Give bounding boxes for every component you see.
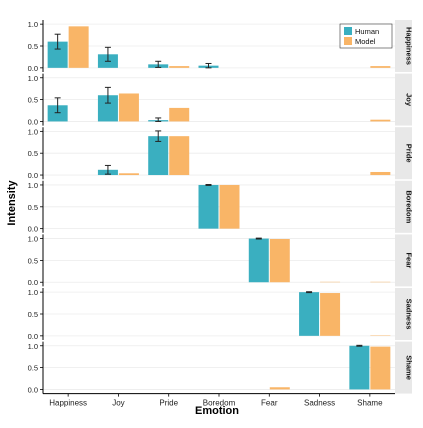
y-tick-label: 0.0 — [28, 278, 38, 287]
y-tick-label: 0.5 — [28, 310, 38, 319]
y-tick-label: 0.0 — [28, 332, 38, 341]
facet-label: Joy — [405, 93, 414, 107]
x-tick-label: Boredom — [203, 399, 236, 408]
facet-label: Fear — [405, 252, 414, 268]
bar-model — [370, 172, 390, 175]
y-tick-label: 1.0 — [28, 288, 38, 297]
facet-label: Shame — [405, 355, 414, 380]
y-tick-label: 0.0 — [28, 385, 38, 394]
y-tick-label: 0.0 — [28, 171, 38, 180]
x-tick-label: Joy — [112, 399, 124, 408]
bar-model — [370, 66, 390, 68]
bar-model — [270, 387, 290, 389]
facet-label: Pride — [405, 144, 414, 163]
bar-human — [148, 136, 168, 175]
bar-model — [119, 93, 139, 121]
y-tick-label: 0.5 — [28, 149, 38, 158]
legend-label-human: Human — [355, 27, 379, 36]
bar-model — [370, 347, 390, 390]
bar-model — [370, 120, 390, 122]
bar-human — [199, 185, 219, 229]
x-tick-label: Fear — [261, 399, 278, 408]
bar-model — [169, 136, 189, 175]
legend-swatch-human — [344, 27, 352, 35]
y-tick-label: 0.5 — [28, 256, 38, 265]
bar-model — [270, 239, 290, 282]
x-tick-label: Sadness — [304, 399, 335, 408]
y-tick-label: 1.0 — [28, 20, 38, 29]
x-tick-label: Pride — [159, 399, 178, 408]
legend-swatch-model — [344, 37, 352, 45]
bar-human — [249, 239, 269, 283]
bar-human — [349, 346, 369, 390]
bar-model — [169, 66, 189, 68]
bar-model — [169, 108, 189, 122]
bar-model — [69, 26, 89, 67]
y-tick-label: 0.0 — [28, 117, 38, 126]
y-tick-label: 1.0 — [28, 342, 38, 351]
facet-label: Happiness — [405, 27, 414, 65]
y-tick-label: 0.5 — [28, 42, 38, 51]
y-tick-label: 1.0 — [28, 74, 38, 83]
legend-label-model: Model — [355, 37, 376, 46]
bar-model — [320, 293, 340, 336]
bar-model — [119, 173, 139, 175]
y-tick-label: 0.0 — [28, 225, 38, 234]
facet-label: Boredom — [405, 190, 414, 223]
y-axis-label: Intensity — [6, 180, 18, 226]
x-tick-label: Happiness — [49, 399, 87, 408]
y-tick-label: 0.5 — [28, 364, 38, 373]
y-tick-label: 1.0 — [28, 235, 38, 244]
y-tick-label: 1.0 — [28, 181, 38, 190]
facet-label: Sadness — [405, 299, 414, 330]
y-tick-label: 1.0 — [28, 127, 38, 136]
y-tick-label: 0.5 — [28, 203, 38, 212]
bar-human — [299, 292, 319, 336]
x-tick-label: Shame — [357, 399, 383, 408]
y-tick-label: 0.5 — [28, 96, 38, 105]
bar-model — [220, 185, 240, 229]
y-tick-label: 0.0 — [28, 64, 38, 73]
